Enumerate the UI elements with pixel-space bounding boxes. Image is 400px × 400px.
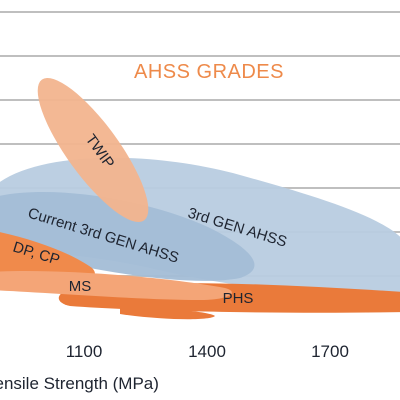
region-dp-cp [0, 232, 95, 282]
chart-title: AHSS GRADES [134, 61, 284, 83]
region-label-ms: MS [69, 278, 92, 295]
x-tick-label: 1700 [311, 342, 349, 361]
region-label-phs: PHS [223, 290, 254, 307]
region-lower-sliver [120, 306, 215, 320]
region-twip [37, 77, 149, 223]
x-axis-title: Tensile Strength (MPa) [0, 374, 159, 393]
region-ms [0, 270, 232, 300]
x-tick-label: 1400 [188, 342, 226, 361]
x-tick-label: 1100 [66, 342, 103, 361]
